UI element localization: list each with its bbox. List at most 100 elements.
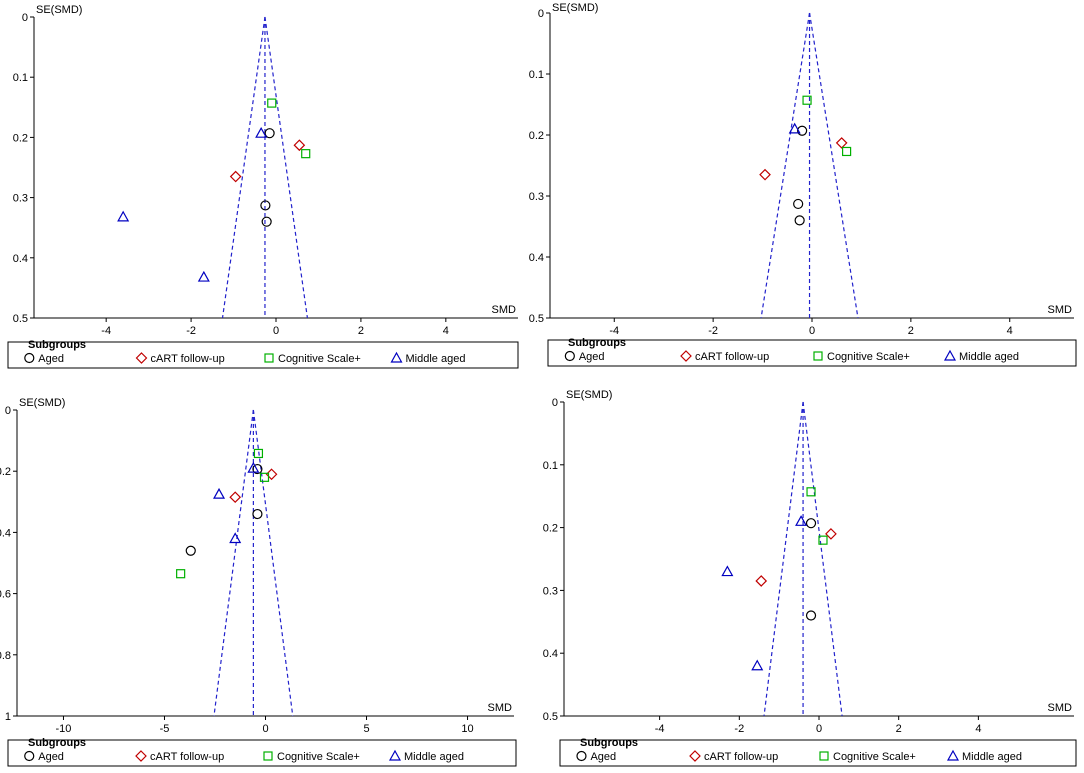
legend-label-cog: Cognitive Scale+ [827, 351, 910, 363]
legend-marker-cog [263, 751, 273, 761]
y-tick-label: 0 [22, 12, 28, 24]
legend-label-cog: Cognitive Scale+ [277, 751, 360, 763]
x-axis-label: SMD [488, 702, 513, 714]
funnel-left-boundary [760, 12, 811, 319]
data-point-mid [229, 532, 242, 544]
y-tick-label: 0.2 [0, 466, 11, 478]
legend-marker-aged [576, 750, 587, 762]
data-point-cart [293, 139, 306, 152]
x-tick-label: -2 [186, 325, 196, 337]
x-tick-label: -4 [101, 325, 111, 337]
x-tick-label: 0 [273, 325, 279, 337]
y-tick-label: 0.1 [13, 72, 28, 84]
x-tick-label: -4 [609, 325, 619, 337]
y-tick-label: 0.4 [529, 252, 544, 264]
y-tick-label: 0.5 [13, 313, 28, 325]
legend-title: Subgroups [28, 339, 86, 351]
data-point-mid [247, 461, 260, 473]
legend: Subgroups Aged cART follow-up Cognitive Sca… [7, 737, 517, 767]
y-tick-label: 0.2 [543, 523, 558, 535]
data-point-aged [252, 508, 263, 520]
x-tick-label: 10 [461, 723, 473, 735]
legend-label-aged: Aged [590, 751, 616, 763]
legend-marker-aged [24, 352, 35, 364]
data-point-cart [755, 575, 768, 587]
data-point-mid [795, 515, 808, 526]
legend-box [7, 739, 517, 767]
data-point-cog [842, 146, 852, 157]
legend-marker-cog [264, 353, 274, 363]
legend-label-cart: cART follow-up [151, 353, 225, 365]
legend: Subgroups Aged cART follow-up Cognitive Sca… [547, 337, 1077, 367]
data-point-cart [265, 468, 278, 481]
legend: Subgroups Aged cART follow-up Cognitive Sca… [559, 737, 1077, 767]
legend-title: Subgroups [568, 337, 626, 349]
y-tick-label: 0.3 [543, 585, 558, 597]
y-tick-label: 1 [5, 711, 11, 723]
data-point-cog [301, 149, 311, 159]
x-tick-label: 2 [908, 325, 914, 337]
data-point-cog [259, 472, 270, 482]
x-tick-label: -2 [708, 325, 718, 337]
x-tick-label: 0 [262, 723, 268, 735]
y-tick-label: 0.5 [529, 313, 544, 325]
data-point-mid [721, 565, 734, 577]
funnel-right-boundary [264, 16, 309, 319]
y-tick-label: 0.4 [13, 253, 28, 265]
y-tick-label: 0.5 [543, 711, 558, 723]
y-tick-label: 0.8 [0, 650, 11, 662]
legend-label-cog: Cognitive Scale+ [278, 353, 361, 365]
legend-label-cart: cART follow-up [150, 751, 224, 763]
data-point-mid [255, 126, 268, 138]
data-point-aged [261, 216, 272, 227]
legend-label-mid: Middle aged [959, 351, 1019, 363]
legend-marker-cart [135, 352, 148, 364]
legend-marker-aged [24, 750, 35, 762]
x-tick-label: -4 [655, 723, 665, 735]
y-tick-label: 0 [552, 397, 558, 409]
x-tick-label: 0 [809, 325, 815, 337]
data-point-mid [213, 487, 226, 499]
funnel-right-boundary [252, 409, 294, 717]
y-axis-label: SE(SMD) [566, 389, 612, 401]
legend-marker-cart [680, 350, 692, 362]
y-tick-label: 0.2 [13, 132, 28, 144]
x-tick-label: 0 [816, 723, 822, 735]
y-tick-label: 0.1 [543, 460, 558, 472]
x-tick-label: 4 [1007, 325, 1013, 337]
legend-label-cart: cART follow-up [704, 751, 778, 763]
x-tick-label: 5 [363, 723, 369, 735]
data-point-aged [797, 125, 808, 136]
y-tick-label: 0.2 [529, 130, 544, 142]
x-tick-label: -5 [160, 723, 170, 735]
x-axis-label: SMD [492, 304, 517, 316]
legend-label-mid: Middle aged [962, 751, 1022, 763]
y-tick-label: 0 [5, 405, 11, 417]
legend-marker-mid [943, 349, 957, 361]
data-point-cart [825, 528, 837, 540]
data-point-cog [818, 535, 828, 545]
legend-label-aged: Aged [579, 351, 605, 363]
funnel-left-boundary [221, 16, 266, 319]
data-point-aged [794, 215, 805, 226]
legend-label-aged: Aged [38, 751, 64, 763]
funnel-plot-3: 0 0.2 0.4 0.6 0.8 1 -10 -5 0 5 10 SE(SMD) SMD Subgrou… [0, 397, 517, 767]
legend-marker-cog [813, 351, 823, 361]
legend-marker-cart [135, 750, 147, 762]
legend-label-mid: Middle aged [406, 353, 466, 365]
data-point-cart [835, 137, 848, 149]
data-point-aged [252, 463, 263, 475]
funnel-right-boundary [802, 401, 843, 717]
data-point-aged [260, 200, 271, 211]
data-point-aged [185, 545, 196, 556]
y-tick-label: 0.1 [529, 69, 544, 81]
x-tick-label: 2 [896, 723, 902, 735]
y-axis-label: SE(SMD) [19, 397, 65, 409]
data-point-cart [759, 168, 771, 181]
data-point-aged [793, 198, 804, 210]
legend-box [7, 341, 519, 369]
data-point-mid [117, 210, 130, 222]
x-axis-label: SMD [1048, 702, 1073, 714]
x-tick-label: 2 [358, 325, 364, 337]
